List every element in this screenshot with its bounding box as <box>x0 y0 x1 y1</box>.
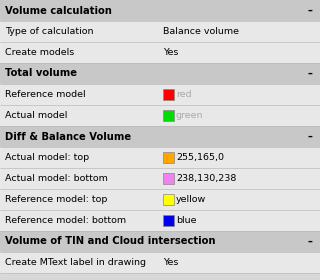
Text: –: – <box>307 237 312 246</box>
Text: Create MText label in drawing: Create MText label in drawing <box>5 258 146 267</box>
Text: –: – <box>307 6 312 15</box>
Text: Yes: Yes <box>163 258 178 267</box>
Bar <box>0 105 320 126</box>
Text: Balance volume: Balance volume <box>163 27 239 36</box>
Bar <box>0 42 320 63</box>
Bar <box>0 63 320 84</box>
Text: 255,165,0: 255,165,0 <box>176 153 224 162</box>
Text: Actual model: Actual model <box>5 111 68 120</box>
Text: Reference model: Reference model <box>5 90 86 99</box>
Bar <box>0 210 320 231</box>
Text: –: – <box>307 69 312 78</box>
Text: yellow: yellow <box>176 195 206 204</box>
Bar <box>163 110 174 121</box>
Text: Yes: Yes <box>163 48 178 57</box>
Text: Create models: Create models <box>5 48 74 57</box>
Text: Diff & Balance Volume: Diff & Balance Volume <box>5 132 131 141</box>
Bar <box>0 231 320 252</box>
Bar <box>163 152 174 163</box>
Text: Type of calculation: Type of calculation <box>5 27 93 36</box>
Bar <box>0 252 320 273</box>
Text: Volume of TIN and Cloud intersection: Volume of TIN and Cloud intersection <box>5 237 215 246</box>
Bar <box>163 173 174 184</box>
Text: 238,130,238: 238,130,238 <box>176 174 236 183</box>
Bar <box>0 168 320 189</box>
Bar <box>163 215 174 226</box>
Text: –: – <box>307 132 312 141</box>
Text: Reference model: bottom: Reference model: bottom <box>5 216 126 225</box>
Text: Total volume: Total volume <box>5 69 77 78</box>
Text: Actual model: bottom: Actual model: bottom <box>5 174 108 183</box>
Bar <box>0 84 320 105</box>
Bar <box>163 89 174 100</box>
Text: Actual model: top: Actual model: top <box>5 153 89 162</box>
Text: Volume calculation: Volume calculation <box>5 6 112 15</box>
Bar <box>0 189 320 210</box>
Text: red: red <box>176 90 192 99</box>
Bar <box>0 0 320 21</box>
Bar <box>0 21 320 42</box>
Text: Reference model: top: Reference model: top <box>5 195 108 204</box>
Bar <box>163 194 174 205</box>
Text: blue: blue <box>176 216 196 225</box>
Bar <box>0 126 320 147</box>
Bar <box>0 147 320 168</box>
Text: green: green <box>176 111 204 120</box>
